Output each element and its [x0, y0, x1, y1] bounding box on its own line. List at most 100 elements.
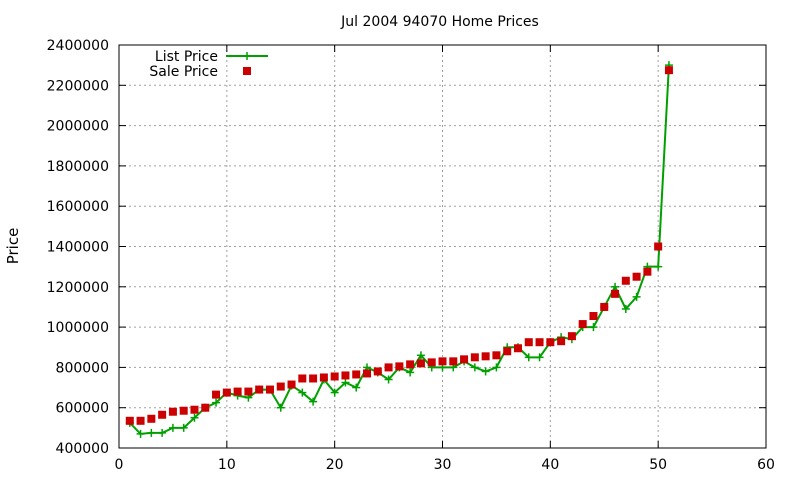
y-axis-label: Price: [4, 228, 22, 265]
sale-price-point: [503, 347, 512, 356]
y-tick-label: 2400000: [47, 38, 109, 54]
tick-labels: 0 10 20 30 40 50 60 400000 600000 800000 1000000 12…: [47, 38, 775, 473]
legend-swatch-list-price: [226, 52, 268, 60]
y-tick-label: 600000: [56, 401, 109, 417]
sale-price-point: [363, 369, 372, 378]
list-price-point: [309, 397, 318, 406]
list-price-point: [158, 428, 167, 437]
sale-price-point: [265, 385, 274, 394]
list-price-point: [190, 413, 199, 422]
legend-sale-price-marker: [243, 67, 251, 75]
x-tick-label: 10: [218, 457, 236, 473]
y-tick-label: 1000000: [47, 320, 109, 336]
sale-price-point: [406, 360, 415, 369]
y-tick-label: 400000: [56, 441, 109, 457]
sale-price-point: [125, 416, 134, 425]
list-price-point: [298, 388, 307, 397]
sale-price-point: [567, 332, 576, 341]
sale-price-point: [384, 363, 393, 372]
sale-price-point: [621, 276, 630, 285]
list-price-point: [276, 403, 285, 412]
list-price-point: [168, 423, 177, 432]
sale-price-point: [578, 320, 587, 329]
list-price-point: [341, 378, 350, 387]
sale-price-point: [535, 338, 544, 347]
sale-price-point: [513, 344, 522, 353]
y-tick-label: 1200000: [47, 280, 109, 296]
sale-price-point: [427, 358, 436, 367]
list-price-point: [611, 282, 620, 291]
x-tick-label: 40: [541, 457, 559, 473]
x-tick-label: 60: [757, 457, 775, 473]
series-layer: [125, 61, 673, 438]
y-tick-label: 2200000: [47, 78, 109, 94]
sale-price-point: [136, 416, 145, 425]
plot-border: [118, 44, 767, 449]
sale-price-point: [287, 380, 296, 389]
sale-price-point: [395, 362, 404, 371]
legend-label-sale-price: Sale Price: [149, 64, 218, 80]
list-price-point: [535, 353, 544, 362]
sale-price-point: [201, 403, 210, 412]
sale-price-point: [524, 338, 533, 347]
x-tick-label: 30: [434, 457, 452, 473]
x-tick-label: 0: [115, 457, 124, 473]
sale-price-point: [222, 388, 231, 397]
sale-price-point: [190, 405, 199, 414]
list-price-point: [384, 375, 393, 384]
list-price-point: [632, 292, 641, 301]
list-price-point: [470, 363, 479, 372]
list-price-point: [589, 323, 598, 332]
list-price-point: [147, 428, 156, 437]
list-price-point: [654, 262, 663, 271]
list-price-point: [330, 388, 339, 397]
sale-price-point: [492, 351, 501, 360]
sale-price-point: [244, 387, 253, 396]
sale-price-point: [664, 66, 673, 75]
sale-price-point: [470, 353, 479, 362]
sale-price-point: [147, 414, 156, 423]
sale-price-point: [481, 352, 490, 361]
list-price-point: [416, 351, 425, 360]
sale-price-point: [600, 302, 609, 311]
list-price-point: [179, 423, 188, 432]
sale-price-point: [179, 406, 188, 415]
y-tick-label: 2000000: [47, 119, 109, 135]
list-price-point: [212, 398, 221, 407]
sale-price-point: [233, 387, 242, 396]
sale-price-point: [276, 382, 285, 391]
y-tick-label: 1400000: [47, 240, 109, 256]
sale-price-point: [611, 289, 620, 298]
sale-price-point: [319, 373, 328, 382]
sale-price-point: [460, 355, 469, 364]
chart-title: Jul 2004 94070 Home Prices: [340, 14, 539, 30]
sale-price-point: [212, 390, 221, 399]
list-price-point: [481, 367, 490, 376]
sale-price-point: [546, 338, 555, 347]
sale-price-point: [168, 407, 177, 416]
y-tick-label: 800000: [56, 360, 109, 376]
sale-price-point: [352, 370, 361, 379]
legend-label-list-price: List Price: [155, 49, 218, 65]
sale-price-point: [632, 272, 641, 281]
sale-price-point: [438, 357, 447, 366]
list-price-point: [492, 363, 501, 372]
list-price-line: [129, 65, 670, 435]
sale-price-point: [341, 371, 350, 380]
grid-lines: [119, 45, 766, 448]
sale-price-point: [255, 385, 264, 394]
sale-price-point: [416, 359, 425, 368]
sale-price-point: [589, 312, 598, 321]
sale-price-point: [309, 374, 318, 383]
sale-price-point: [373, 367, 382, 376]
x-tick-label: 20: [326, 457, 344, 473]
sale-price-point: [557, 337, 566, 346]
list-price-point: [136, 429, 145, 438]
sale-price-point: [654, 242, 663, 251]
list-price-point: [524, 353, 533, 362]
list-price-point: [352, 383, 361, 392]
legend-swatch-sale-price: [243, 67, 251, 75]
sale-price-point: [158, 410, 167, 419]
y-tick-label: 1800000: [47, 159, 109, 175]
